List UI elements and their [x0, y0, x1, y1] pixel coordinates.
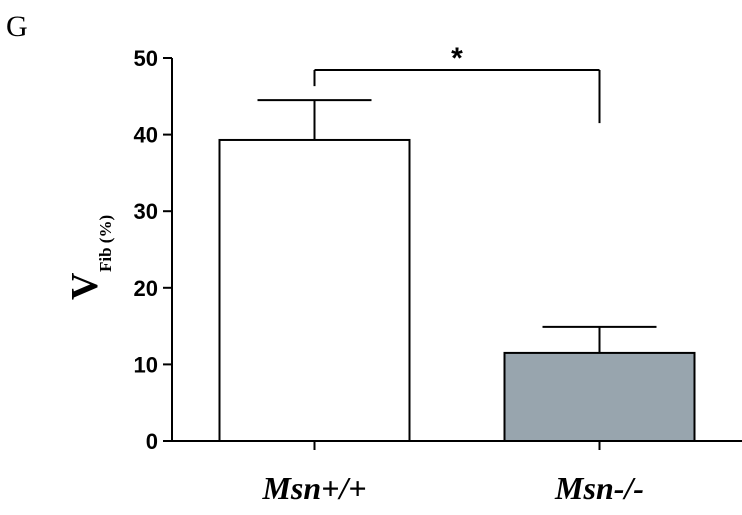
significance-label: *	[451, 42, 463, 75]
y-axis-label-main: V	[64, 272, 106, 300]
x-category-label-1: Msn-/-	[554, 470, 644, 506]
y-tick-label-2: 20	[134, 276, 158, 301]
panel-label: G	[6, 10, 28, 43]
bar-1	[503, 351, 696, 442]
y-tick-label-3: 30	[134, 199, 158, 224]
bar-0	[218, 138, 411, 442]
y-tick-label-4: 40	[134, 123, 158, 148]
y-axis-label-subscript: Fib (%)	[96, 215, 115, 272]
y-tick-label-1: 10	[134, 352, 158, 377]
y-axis-label: V Fib (%)	[64, 215, 115, 300]
x-category-label-0: Msn+/+	[261, 470, 366, 506]
y-tick-label-5: 50	[134, 46, 158, 71]
y-tick-label-0: 0	[146, 429, 158, 454]
plot-area: 0 10 20 30 40 50 Msn+/+ Msn-/- *	[134, 42, 742, 506]
